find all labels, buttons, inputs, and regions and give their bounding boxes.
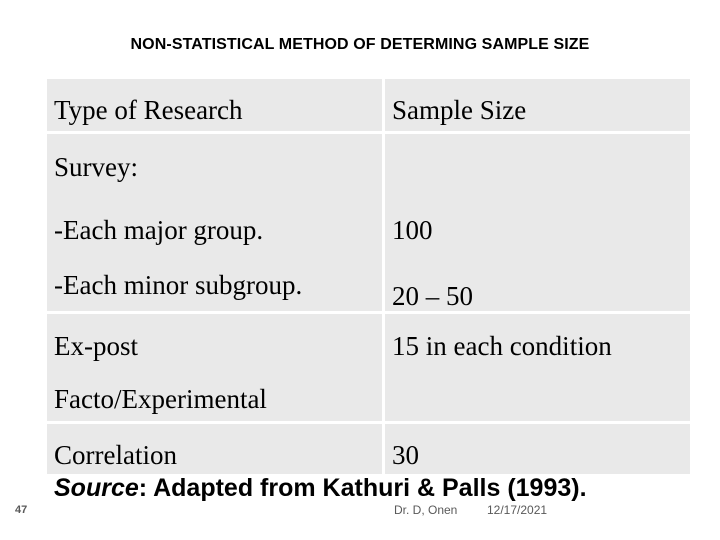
source-citation: Source: Adapted from Kathuri & Palls (19…: [54, 474, 587, 503]
row-correlation-size: 30: [392, 440, 419, 470]
row-major-group-size: 100: [392, 215, 433, 245]
sample-size-table: Type of Research Sample Size Survey: -Ea…: [47, 79, 690, 474]
footer-author: Dr. D, Onen: [394, 503, 458, 517]
row-facto-label: Facto/Experimental: [54, 384, 267, 414]
footer-date: 12/17/2021: [487, 503, 548, 517]
row-major-group-label: -Each major group.: [54, 215, 264, 245]
row-expost-size: 15 in each condition: [392, 331, 612, 361]
row-minor-subgroup-label: -Each minor subgroup.: [54, 270, 303, 300]
table-row: Survey: -Each major group. -Each minor s…: [47, 134, 690, 311]
header-cell-size: Sample Size: [385, 79, 690, 131]
source-text: : Adapted from Kathuri & Palls (1993).: [138, 474, 587, 502]
table-header-row: Type of Research Sample Size: [47, 79, 690, 131]
page-number: 47: [15, 504, 28, 516]
row-minor-subgroup-size: 20 – 50: [392, 281, 473, 311]
slide-title: NON-STATISTICAL METHOD OF DETERMING SAMP…: [130, 36, 590, 53]
row-correlation-label: Correlation: [54, 440, 177, 470]
source-label: Source: [54, 474, 139, 502]
row-expost-label: Ex-post: [54, 331, 138, 361]
row-survey-label: Survey:: [54, 152, 138, 182]
table-row: Correlation 30: [47, 424, 690, 474]
header-cell-type: Type of Research: [47, 79, 382, 131]
table-row: Ex-post Facto/Experimental 15 in each co…: [47, 314, 690, 421]
